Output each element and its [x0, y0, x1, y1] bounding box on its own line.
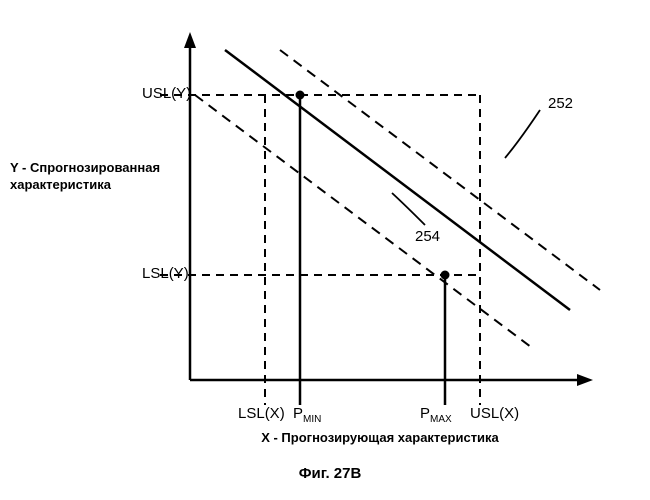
callout-252: 252 [548, 95, 573, 112]
figure-container: { "figure": { "caption": "Фиг. 27B", "y_… [0, 0, 650, 500]
p-lines [300, 95, 445, 405]
prediction-interval [195, 50, 600, 350]
label-pmin: PMIN [293, 405, 321, 425]
callouts [392, 110, 540, 225]
label-pmax: PMAX [420, 405, 452, 425]
spec-box [160, 95, 480, 405]
label-lsl-y: LSL(Y) [142, 265, 189, 282]
label-usl-y: USL(Y) [142, 85, 191, 102]
callout-254: 254 [415, 228, 440, 245]
label-usl-x: USL(X) [470, 405, 519, 422]
y-axis-label: Y - Спрогнозированная характеристика [10, 160, 180, 194]
axes [184, 32, 593, 386]
label-lsl-x: LSL(X) [238, 405, 285, 422]
figure-caption: Фиг. 27B [270, 465, 390, 482]
intersection-dots [296, 91, 450, 280]
plot-svg [0, 0, 650, 500]
regression-line [225, 50, 570, 310]
x-axis-label: X - Прогнозирующая характеристика [230, 430, 530, 445]
